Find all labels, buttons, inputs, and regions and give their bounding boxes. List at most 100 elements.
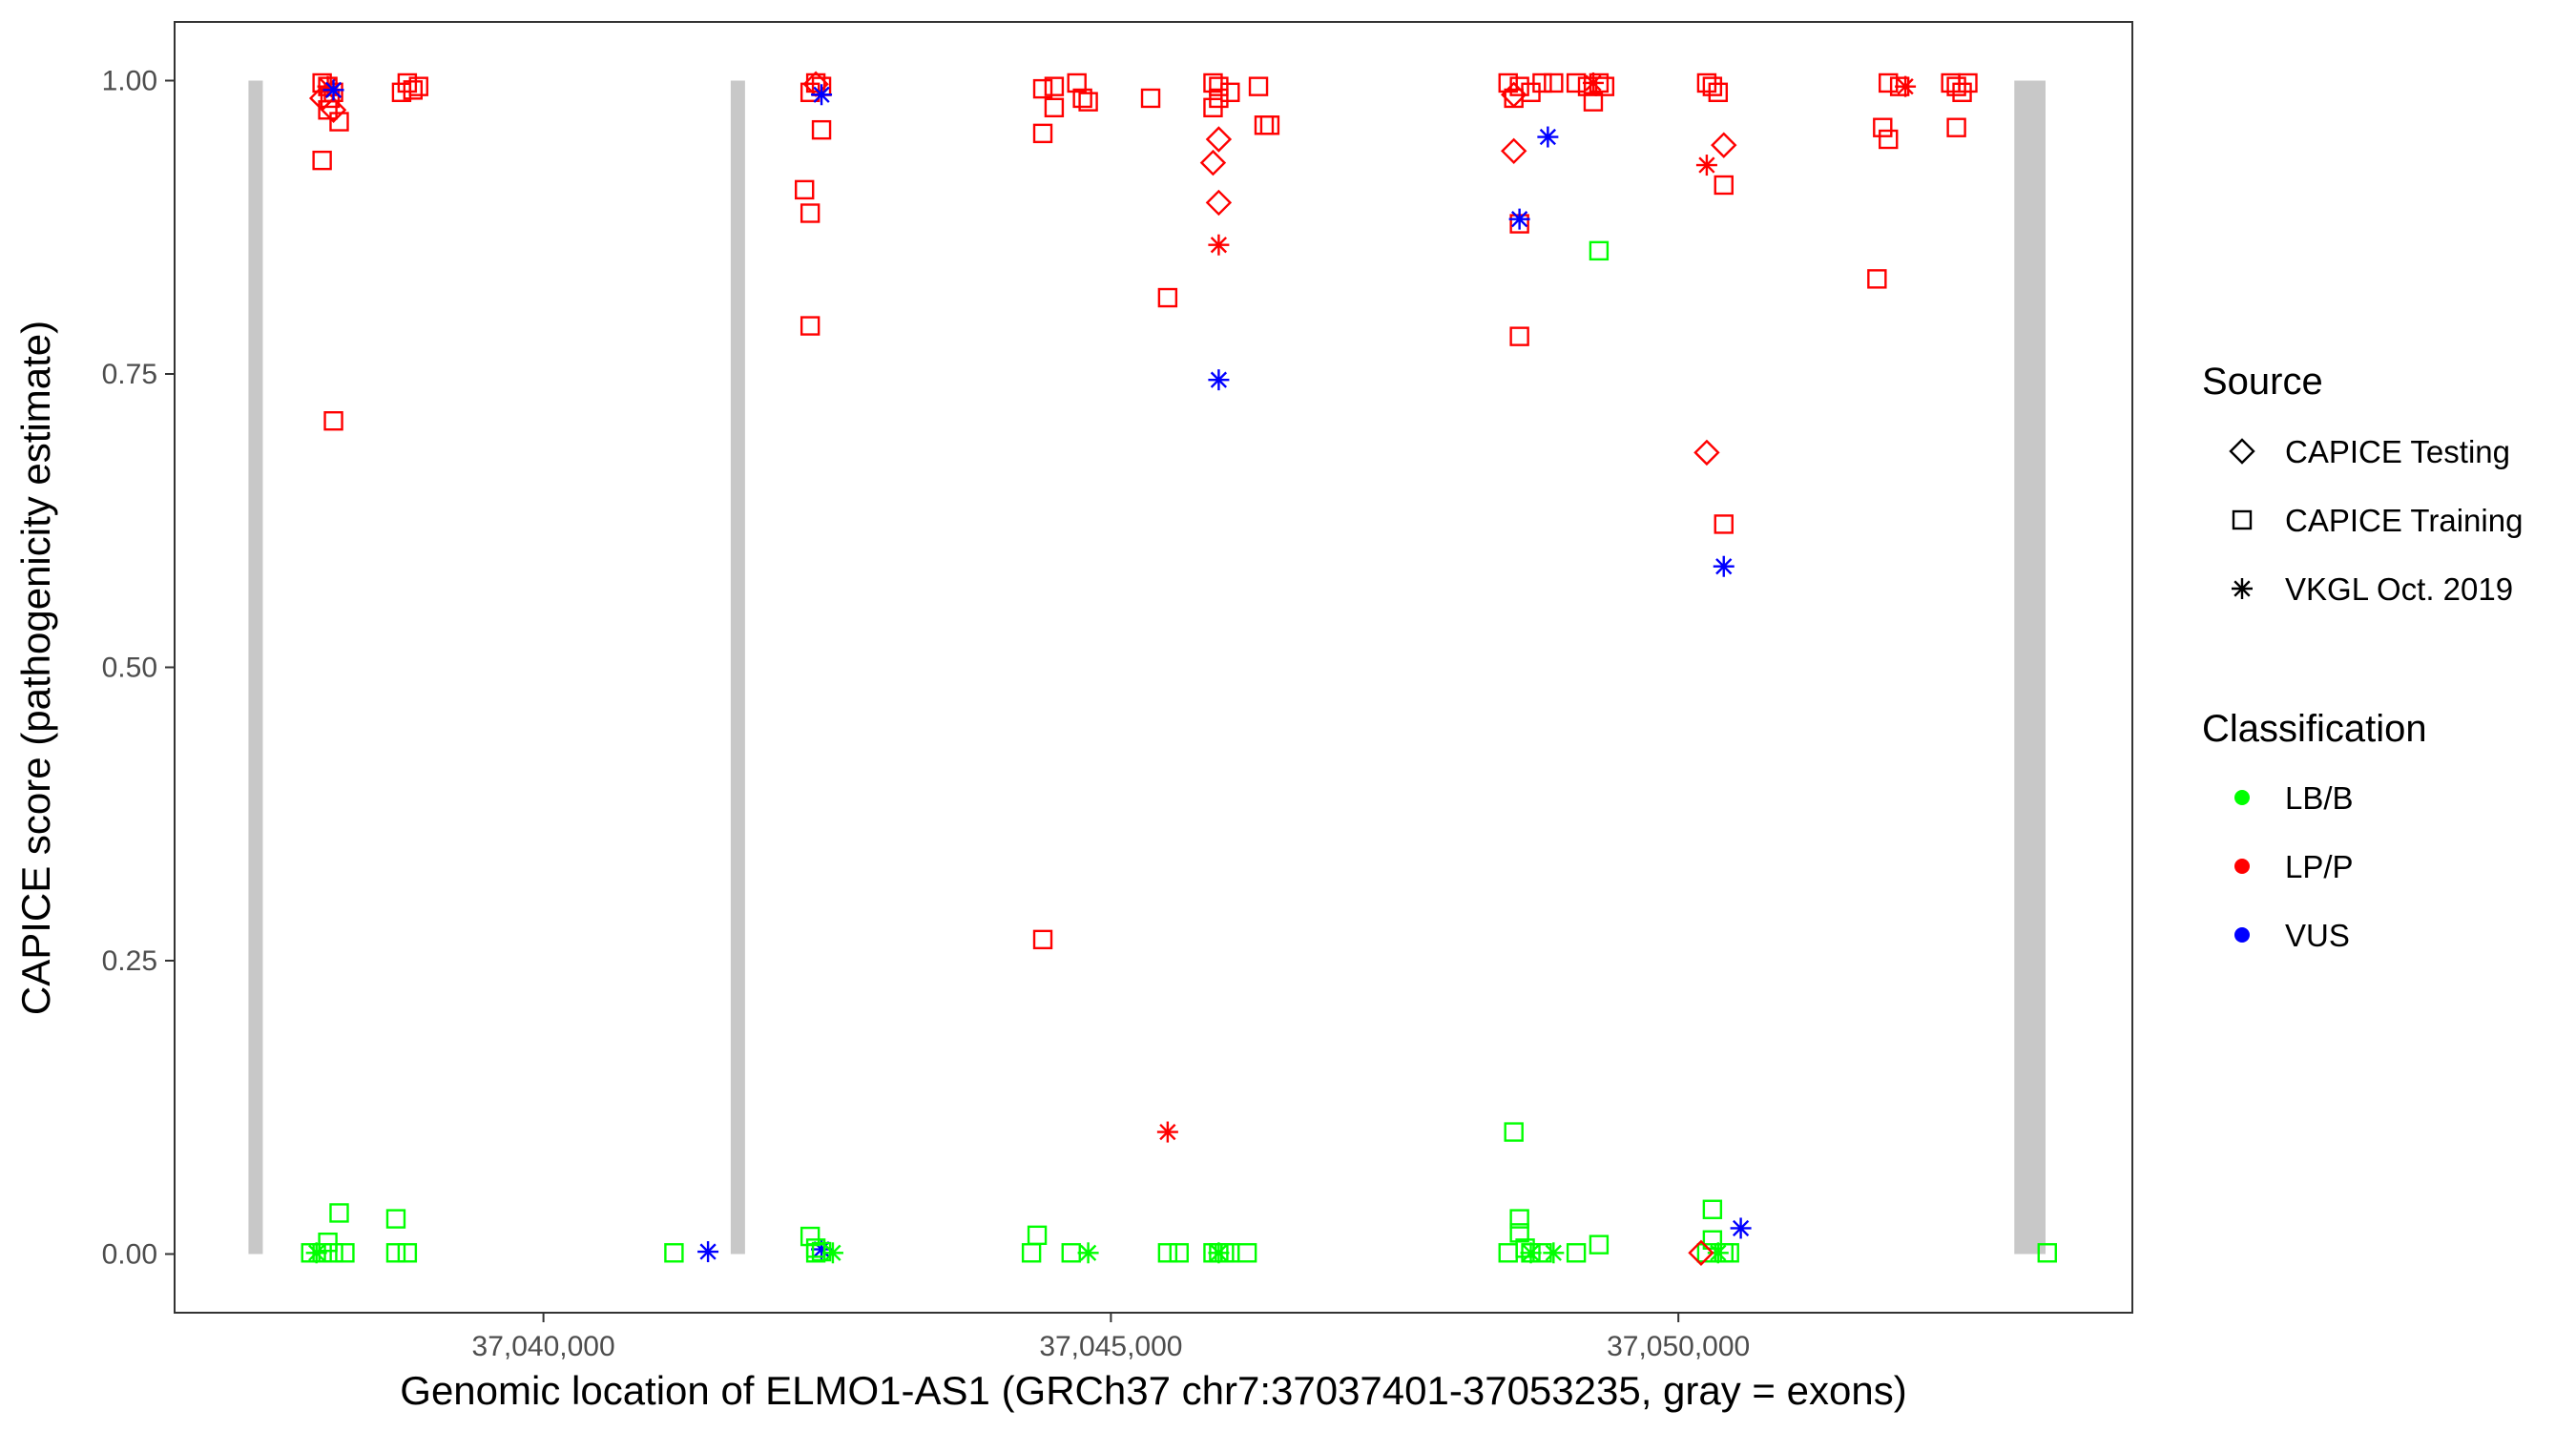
- point-lb-b-square: [1021, 1243, 1042, 1263]
- legend-dot-icon: [2234, 790, 2250, 805]
- point-lp-p-square: [1879, 73, 1899, 93]
- x-tick-label: 37,045,000: [1039, 1331, 1182, 1362]
- point-lp-p-diamond: [320, 96, 347, 123]
- point-lb-b-square: [1702, 1199, 1723, 1219]
- point-lp-p-square: [403, 80, 424, 100]
- point-lp-p-square: [1248, 76, 1269, 96]
- point-lp-p-square: [1032, 929, 1053, 950]
- point-lp-p-diamond: [1205, 189, 1233, 217]
- point-lp-p-square: [1946, 117, 1966, 137]
- point-vus-asterisk: [1713, 555, 1735, 577]
- point-lp-p-square: [1873, 117, 1893, 137]
- exon-bar-3: [2014, 80, 2046, 1255]
- point-lp-p-square: [1879, 129, 1899, 150]
- y-tick-label: 0.00: [102, 1239, 157, 1271]
- point-lp-p-square: [1498, 73, 1518, 93]
- point-lb-b-square: [1509, 1223, 1529, 1243]
- point-lp-p-square: [811, 119, 832, 140]
- point-lp-p-square: [329, 112, 349, 132]
- point-lb-b-square: [1498, 1243, 1518, 1263]
- point-lb-b-square: [1027, 1225, 1048, 1246]
- legend-classification-label: VUS: [2285, 918, 2350, 953]
- point-lp-p-square: [1078, 92, 1098, 112]
- y-tick-label: 1.00: [102, 66, 157, 97]
- point-lb-b-square: [2037, 1243, 2057, 1263]
- x-axis: 37,040,000 37,045,000 37,050,000: [472, 1313, 1750, 1362]
- exon-bar-1: [248, 80, 263, 1255]
- point-lp-p-diamond: [1500, 137, 1527, 164]
- point-lp-p-square: [1867, 269, 1887, 289]
- legend: Source CAPICE Testing CAPICE Training VKGL…: [2202, 361, 2523, 953]
- point-lp-p-square: [408, 76, 428, 96]
- point-lb-b-square: [1157, 1243, 1178, 1263]
- point-lp-p-square: [1072, 88, 1092, 109]
- point-lb-b-asterisk: [1520, 1242, 1542, 1264]
- point-lb-b-square: [1061, 1243, 1081, 1263]
- point-lp-p-asterisk: [1208, 234, 1230, 256]
- y-tick-label: 0.25: [102, 945, 157, 977]
- point-lb-b-square: [335, 1243, 355, 1263]
- point-lp-p-square: [1032, 78, 1053, 99]
- point-lp-p-diamond: [1205, 126, 1233, 153]
- point-lb-b-square: [1589, 240, 1610, 261]
- point-lp-p-diamond: [1199, 149, 1227, 176]
- point-lb-b-square: [323, 1243, 343, 1263]
- point-lb-b-square: [318, 1232, 338, 1253]
- legend-asterisk-icon: [2232, 578, 2253, 599]
- point-lb-b-square: [385, 1209, 406, 1229]
- point-lp-p-asterisk: [1895, 75, 1917, 97]
- point-lp-p-square: [1259, 115, 1280, 135]
- point-vus-asterisk: [1508, 208, 1530, 230]
- legend-classification-label: LP/P: [2285, 849, 2354, 884]
- point-lp-p-square: [1067, 73, 1087, 93]
- point-lb-b-asterisk: [305, 1242, 327, 1264]
- legend-source-label: CAPICE Testing: [2285, 434, 2510, 469]
- point-lb-b-square: [1589, 1234, 1610, 1255]
- point-lp-p-diamond: [1711, 132, 1737, 158]
- point-lp-p-square: [1958, 73, 1978, 93]
- point-lp-p-square: [1702, 76, 1723, 96]
- point-lp-p-square: [312, 150, 332, 171]
- point-lp-p-asterisk: [1582, 72, 1604, 93]
- point-lp-p-square: [1044, 97, 1065, 117]
- point-lp-p-square: [1032, 123, 1053, 144]
- legend-dot-icon: [2234, 927, 2250, 943]
- point-lp-p-asterisk: [317, 75, 339, 97]
- point-lb-b-asterisk: [1077, 1242, 1099, 1264]
- point-lp-p-square: [1708, 82, 1729, 103]
- legend-classification-title: Classification: [2202, 708, 2427, 750]
- x-axis-title: Genomic location of ELMO1-AS1 (GRCh37 ch…: [400, 1368, 1906, 1413]
- point-lb-b-asterisk: [1543, 1242, 1565, 1264]
- point-vus-asterisk: [697, 1241, 719, 1263]
- point-lb-b-square: [664, 1243, 684, 1263]
- point-lp-p-square: [1714, 514, 1734, 534]
- point-lp-p-square: [1209, 76, 1229, 96]
- point-lp-p-square: [323, 411, 343, 431]
- x-tick-label: 37,050,000: [1607, 1331, 1750, 1362]
- legend-classification-items: LB/B LP/P VUS: [2234, 780, 2354, 953]
- point-lp-p-square: [1946, 76, 1966, 96]
- point-lb-b-square: [1236, 1243, 1257, 1263]
- legend-source-label: CAPICE Training: [2285, 503, 2523, 538]
- point-lp-p-square: [800, 203, 821, 223]
- point-lp-p-square: [1044, 76, 1065, 96]
- point-lp-p-square: [1714, 175, 1734, 196]
- point-lp-p-square: [1140, 88, 1161, 109]
- point-lp-p-square: [1220, 82, 1240, 103]
- legend-dot-icon: [2234, 859, 2250, 874]
- point-lp-p-square: [1544, 73, 1564, 93]
- y-tick-label: 0.75: [102, 359, 157, 390]
- legend-source-items: CAPICE Testing CAPICE Training VKGL Oct. 2…: [2229, 434, 2523, 607]
- point-lb-b-asterisk: [1208, 1242, 1230, 1264]
- point-lp-p-diamond: [1688, 1239, 1714, 1266]
- point-lb-b-square: [385, 1243, 406, 1263]
- x-tick-label: 37,040,000: [472, 1331, 615, 1362]
- point-lb-b-square: [1509, 1209, 1529, 1229]
- legend-diamond-icon: [2229, 438, 2255, 465]
- point-lp-p-square: [1157, 287, 1178, 308]
- point-lp-p-square: [1203, 97, 1223, 117]
- legend-source-title: Source: [2202, 361, 2323, 403]
- point-lb-b-square: [1169, 1243, 1189, 1263]
- point-vus-asterisk: [811, 84, 833, 106]
